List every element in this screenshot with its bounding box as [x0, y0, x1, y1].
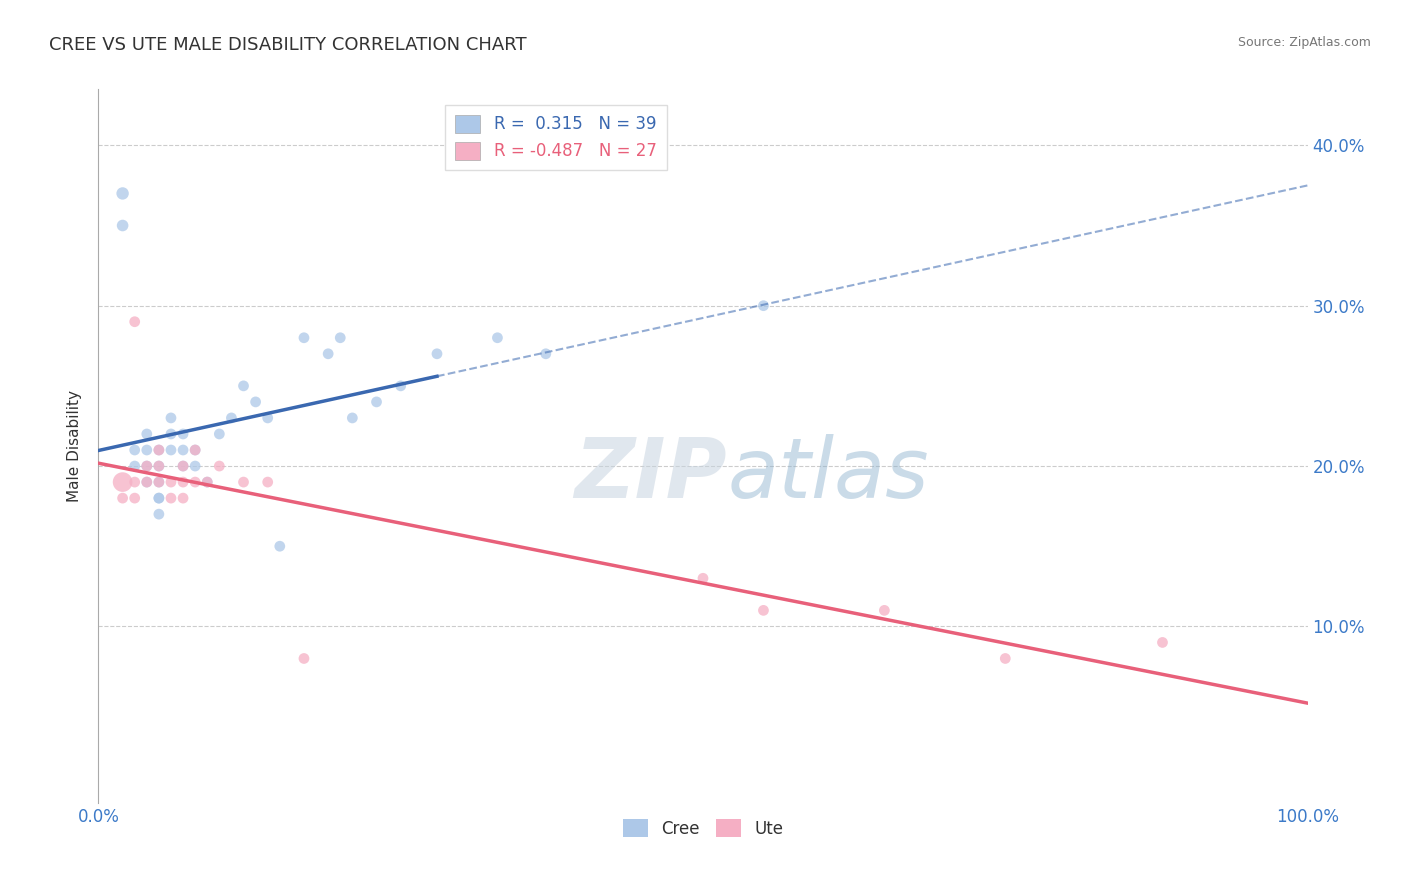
Point — [135, 458, 157, 473]
Point — [184, 442, 207, 457]
Point — [148, 442, 170, 457]
Point — [195, 475, 218, 489]
Point — [111, 491, 134, 505]
Point — [208, 458, 231, 473]
Point — [148, 442, 170, 457]
Point — [148, 507, 170, 521]
Point — [195, 475, 218, 489]
Point — [124, 315, 146, 329]
Point — [172, 458, 194, 473]
Y-axis label: Male Disability: Male Disability — [67, 390, 83, 502]
Point — [111, 219, 134, 233]
Point — [172, 442, 194, 457]
Point — [135, 475, 157, 489]
Point — [534, 347, 557, 361]
Point — [160, 442, 183, 457]
Point — [111, 186, 134, 201]
Point — [148, 458, 170, 473]
Point — [111, 475, 134, 489]
Point — [148, 491, 170, 505]
Point — [160, 475, 183, 489]
Text: atlas: atlas — [727, 434, 929, 515]
Point — [184, 475, 207, 489]
Point — [135, 475, 157, 489]
Point — [426, 347, 449, 361]
Point — [148, 458, 170, 473]
Point — [256, 411, 278, 425]
Point — [292, 331, 315, 345]
Text: CREE VS UTE MALE DISABILITY CORRELATION CHART: CREE VS UTE MALE DISABILITY CORRELATION … — [49, 36, 527, 54]
Point — [486, 331, 509, 345]
Text: Source: ZipAtlas.com: Source: ZipAtlas.com — [1237, 36, 1371, 49]
Point — [135, 458, 157, 473]
Point — [135, 442, 157, 457]
Point — [389, 379, 412, 393]
Point — [160, 411, 183, 425]
Point — [329, 331, 352, 345]
Point — [124, 475, 146, 489]
Point — [148, 475, 170, 489]
Point — [172, 458, 194, 473]
Point — [256, 475, 278, 489]
Text: ZIP: ZIP — [575, 434, 727, 515]
Point — [172, 475, 194, 489]
Point — [124, 458, 146, 473]
Point — [245, 395, 267, 409]
Point — [124, 491, 146, 505]
Point — [148, 475, 170, 489]
Point — [292, 651, 315, 665]
Point — [366, 395, 388, 409]
Point — [184, 458, 207, 473]
Point — [1152, 635, 1174, 649]
Point — [752, 603, 775, 617]
Point — [232, 379, 254, 393]
Point — [342, 411, 364, 425]
Point — [172, 427, 194, 442]
Point — [208, 427, 231, 442]
Point — [160, 491, 183, 505]
Point — [221, 411, 243, 425]
Point — [692, 571, 714, 585]
Point — [994, 651, 1017, 665]
Point — [269, 539, 291, 553]
Point — [135, 427, 157, 442]
Point — [172, 491, 194, 505]
Point — [148, 491, 170, 505]
Point — [124, 442, 146, 457]
Point — [184, 442, 207, 457]
Legend: Cree, Ute: Cree, Ute — [616, 813, 790, 845]
Point — [232, 475, 254, 489]
Point — [752, 299, 775, 313]
Point — [316, 347, 339, 361]
Point — [873, 603, 896, 617]
Point — [160, 427, 183, 442]
